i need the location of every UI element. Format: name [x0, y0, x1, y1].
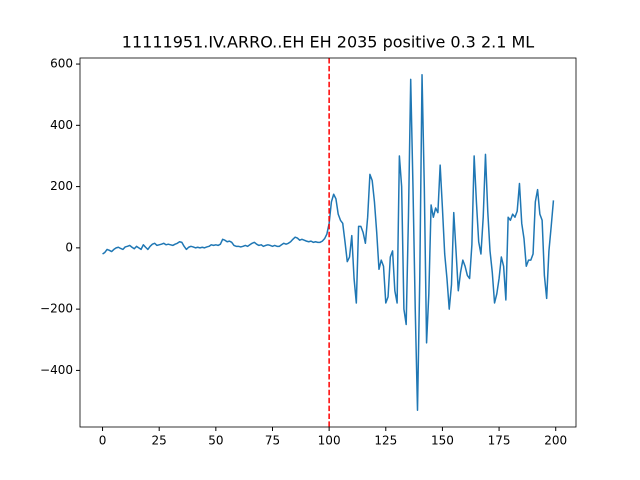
chart-title: 11111951.IV.ARRO..EH EH 2035 positive 0.… — [122, 33, 534, 52]
plot-frame — [79, 57, 577, 428]
x-tick-label: 175 — [488, 434, 511, 448]
y-tick-label: 0 — [65, 240, 73, 254]
x-tick-label: 0 — [99, 434, 107, 448]
y-tick-label: 400 — [50, 118, 73, 132]
x-tick-label: 75 — [265, 434, 280, 448]
x-tick-label: 50 — [208, 434, 223, 448]
y-tick-label: 600 — [50, 57, 73, 71]
y-tick-label: 200 — [50, 179, 73, 193]
y-tick-label: −400 — [40, 363, 73, 377]
x-tick-label: 100 — [318, 434, 341, 448]
x-tick-label: 25 — [152, 434, 167, 448]
x-tick-label: 125 — [374, 434, 397, 448]
x-tick-label: 200 — [544, 434, 567, 448]
y-tick-label: −200 — [40, 302, 73, 316]
data-line — [102, 74, 555, 411]
x-tick-label: 150 — [431, 434, 454, 448]
